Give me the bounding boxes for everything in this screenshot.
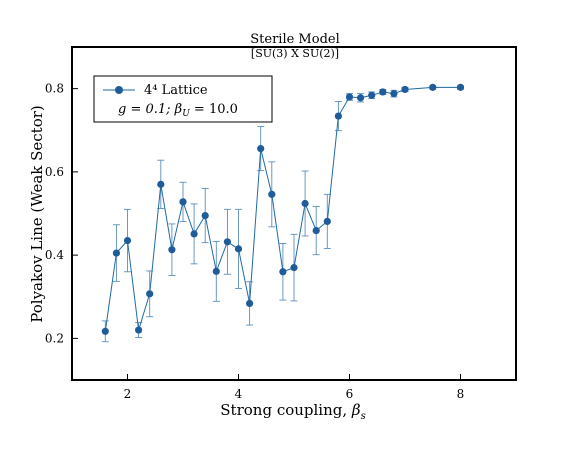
data-point <box>168 246 176 254</box>
legend-marker-swatch <box>115 86 123 94</box>
data-point <box>368 91 376 99</box>
legend-box <box>93 75 273 123</box>
legend-parameters-tail: = 10.0 <box>190 102 238 117</box>
data-point <box>223 238 231 246</box>
data-point <box>334 112 342 120</box>
data-point <box>279 268 287 276</box>
data-point <box>323 217 331 226</box>
data-point <box>135 326 143 334</box>
x-tick-label: 4 <box>235 387 243 401</box>
x-axis-label-symbol: β <box>351 401 361 419</box>
data-point <box>123 236 132 245</box>
data-points <box>101 83 465 335</box>
data-point <box>212 267 220 275</box>
legend-parameters-subscript: U <box>182 109 190 119</box>
legend-parameters-text: g = 0.1; β <box>118 102 182 117</box>
data-point <box>234 245 243 253</box>
x-tick-label: 2 <box>124 387 132 401</box>
x-axis-label-text: Strong coupling, <box>220 401 352 419</box>
x-axis-ticks: 2 4 6 8 <box>124 374 465 401</box>
data-point <box>268 190 276 198</box>
x-axis-label-subscript: s <box>361 411 366 422</box>
data-point <box>456 83 465 91</box>
data-point <box>112 249 120 257</box>
data-point <box>201 211 209 220</box>
data-point <box>301 199 309 208</box>
y-tick-label: 0.8 <box>45 82 64 96</box>
y-tick-label: 0.4 <box>45 248 64 262</box>
data-point <box>101 327 109 335</box>
data-point <box>146 290 154 298</box>
legend-series-name: 4⁴ Lattice <box>144 83 208 98</box>
data-point <box>429 83 437 91</box>
y-tick-label: 0.6 <box>45 165 64 179</box>
data-point <box>179 198 187 206</box>
x-axis-label: Strong coupling, βs <box>220 401 365 422</box>
chart-subtitle: [SU(3) X SU(2)] <box>251 47 339 60</box>
data-point <box>357 94 365 102</box>
error-bars <box>101 85 464 343</box>
x-tick-label: 6 <box>346 387 354 401</box>
chart-title: Sterile Model <box>250 32 340 47</box>
data-point <box>345 93 354 101</box>
legend: 4⁴ Lattice g = 0.1; βU = 10.0 <box>93 75 273 123</box>
plot-frame <box>71 46 517 381</box>
legend-parameters: g = 0.1; βU = 10.0 <box>118 102 238 119</box>
data-point <box>390 90 398 98</box>
data-point <box>290 264 298 272</box>
data-point <box>401 85 409 94</box>
y-axis-ticks: 0.2 0.4 0.6 0.8 <box>45 82 78 345</box>
data-point <box>190 230 198 238</box>
x-tick-label: 8 <box>457 387 465 401</box>
data-point <box>257 144 265 153</box>
y-axis-label: Polyakov Line (Weak Sector) <box>28 105 46 323</box>
y-tick-label: 0.2 <box>45 331 64 345</box>
data-point <box>157 180 165 188</box>
data-point <box>379 88 387 96</box>
data-point <box>246 299 254 308</box>
data-point <box>312 226 320 235</box>
